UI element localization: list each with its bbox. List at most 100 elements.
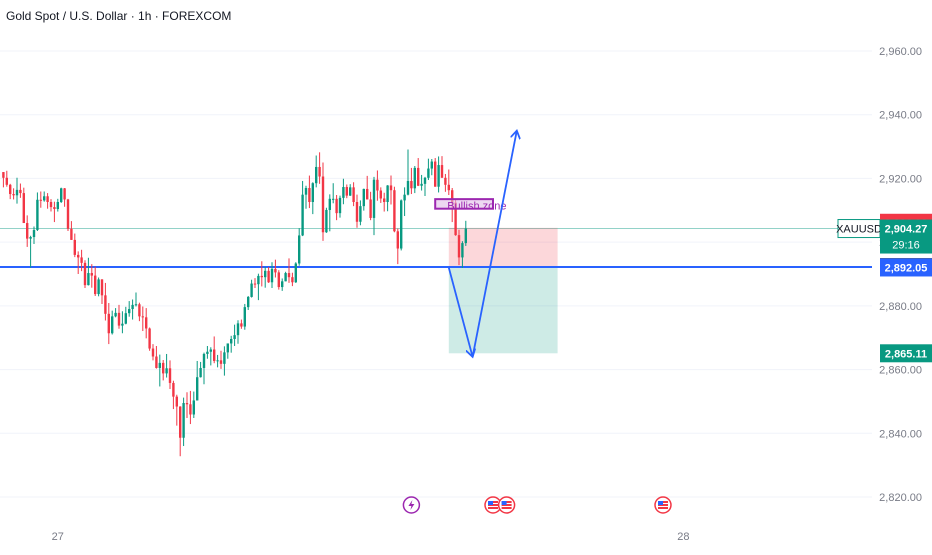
candle-body bbox=[145, 317, 148, 329]
candle-body bbox=[131, 304, 134, 310]
candle-body bbox=[36, 199, 39, 231]
candle-body bbox=[19, 189, 22, 194]
candle-body bbox=[26, 223, 29, 239]
candle-body bbox=[257, 275, 260, 285]
candle-body bbox=[70, 228, 73, 240]
candle-body bbox=[403, 194, 406, 201]
candle-body bbox=[352, 187, 355, 203]
us-flag-event-icon bbox=[654, 496, 672, 514]
take-profit-zone bbox=[448, 266, 558, 354]
candle-body bbox=[349, 187, 352, 196]
x-tick-label: 27 bbox=[52, 531, 64, 543]
candle-body bbox=[298, 235, 301, 264]
candle-body bbox=[430, 161, 433, 169]
candle-body bbox=[97, 279, 100, 295]
us-flag-event-icon bbox=[484, 496, 502, 514]
candle-body bbox=[155, 356, 158, 368]
candle-body bbox=[236, 323, 240, 336]
candle-body bbox=[111, 316, 114, 334]
candle-body bbox=[104, 295, 107, 314]
candle-body bbox=[209, 349, 212, 352]
candle-body bbox=[321, 176, 325, 233]
candle-body bbox=[46, 196, 49, 203]
y-tick-label: 2,920.00 bbox=[879, 173, 922, 185]
candle-body bbox=[294, 263, 297, 283]
candle-body bbox=[328, 198, 331, 210]
candle-body bbox=[179, 406, 182, 438]
candle-body bbox=[128, 309, 131, 314]
candle-body bbox=[413, 167, 416, 189]
candle-body bbox=[230, 338, 233, 344]
candle-body bbox=[151, 348, 155, 357]
candle-body bbox=[332, 198, 335, 200]
x-axis: 2728Mar4567911121314 bbox=[52, 531, 690, 543]
candle-body bbox=[311, 183, 314, 203]
x-tick-label: 28 bbox=[677, 531, 689, 543]
candle-body bbox=[274, 268, 277, 273]
y-tick-label: 2,860.00 bbox=[879, 365, 922, 377]
candle-body bbox=[400, 200, 403, 249]
arrow-down bbox=[447, 267, 473, 357]
candle-body bbox=[389, 185, 393, 191]
candle-body bbox=[447, 184, 450, 191]
candle-body bbox=[9, 184, 12, 195]
candle-body bbox=[410, 180, 413, 189]
candle-body bbox=[22, 193, 25, 224]
candle-body bbox=[189, 404, 192, 415]
candle-body bbox=[291, 277, 294, 283]
candle-body bbox=[355, 202, 359, 222]
flash-event-icon bbox=[402, 496, 421, 514]
price-labels: 2,906.082,904.2729:162,892.202,892.052,8… bbox=[880, 213, 932, 363]
price-label-bid bbox=[880, 258, 932, 277]
candle-body bbox=[315, 166, 318, 184]
price-label-text: 2,892.05 bbox=[885, 262, 928, 274]
candle-body bbox=[43, 196, 46, 201]
candle-body bbox=[451, 190, 454, 203]
candle-body bbox=[287, 273, 291, 278]
candle-body bbox=[420, 183, 423, 186]
price-label-target bbox=[880, 344, 932, 363]
candle-body bbox=[267, 270, 270, 283]
candle-body bbox=[366, 188, 369, 200]
candle-body bbox=[396, 231, 399, 249]
candle-body bbox=[243, 307, 246, 327]
y-tick-label: 2,880.00 bbox=[879, 301, 922, 313]
candle-body bbox=[386, 185, 389, 203]
candle-body bbox=[464, 228, 467, 244]
bullish-zone bbox=[434, 198, 495, 210]
candle-body bbox=[117, 312, 121, 326]
candle-body bbox=[49, 202, 53, 208]
candle-body bbox=[301, 194, 304, 236]
us-flag-event-icon bbox=[497, 496, 516, 514]
candle-body bbox=[369, 199, 372, 218]
candle-body bbox=[383, 198, 386, 203]
candle-body bbox=[318, 166, 321, 177]
candle-body bbox=[94, 275, 97, 295]
candle-body bbox=[440, 165, 444, 178]
candle-body bbox=[250, 283, 253, 297]
candle-body bbox=[63, 188, 66, 200]
candle-body bbox=[213, 349, 216, 361]
plot-area: Bullish zone XAUUSD bbox=[0, 50, 882, 514]
candle-body bbox=[53, 207, 56, 210]
candle-body bbox=[277, 272, 280, 288]
candle-body bbox=[182, 403, 185, 438]
y-tick-label: 2,960.00 bbox=[879, 46, 922, 58]
candle-body bbox=[80, 257, 83, 263]
candle-body bbox=[168, 368, 172, 383]
candle-body bbox=[240, 323, 243, 327]
candle-body bbox=[264, 270, 267, 278]
candle-body bbox=[434, 161, 437, 187]
candle-body bbox=[134, 304, 138, 306]
candle-body bbox=[454, 202, 457, 236]
symbol-text: XAUUSD bbox=[836, 224, 882, 236]
candle-body bbox=[457, 235, 461, 258]
candle-body bbox=[172, 382, 175, 397]
candle-body bbox=[219, 360, 223, 364]
candles bbox=[2, 149, 467, 457]
price-label-last bbox=[880, 219, 932, 254]
candle-body bbox=[114, 312, 117, 317]
candle-body bbox=[206, 351, 209, 354]
